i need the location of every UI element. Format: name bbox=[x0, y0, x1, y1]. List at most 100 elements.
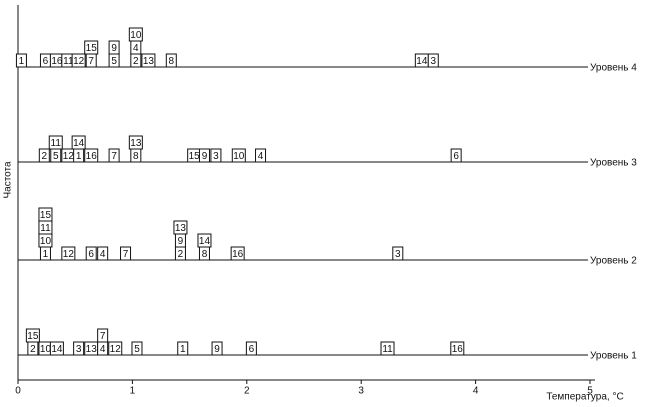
sample-label: 12 bbox=[73, 56, 85, 67]
sample-box bbox=[84, 40, 99, 55]
sample-box bbox=[255, 148, 267, 163]
sample-box bbox=[84, 148, 99, 163]
level-label: Уровень 4 bbox=[590, 63, 637, 74]
level-label: Уровень 2 bbox=[590, 256, 637, 267]
sample-box bbox=[450, 341, 465, 356]
sample-label: 4 bbox=[100, 249, 106, 260]
sample-label: 7 bbox=[111, 151, 117, 162]
sample-label: 7 bbox=[123, 249, 129, 260]
sample-box bbox=[120, 246, 132, 261]
sample-box bbox=[230, 246, 245, 261]
sample-label: 12 bbox=[110, 344, 122, 355]
sample-label: 4 bbox=[100, 344, 106, 355]
sample-label: 7 bbox=[100, 331, 106, 342]
sample-box bbox=[38, 148, 50, 163]
sample-label: 2 bbox=[133, 56, 139, 67]
sample-box bbox=[85, 246, 97, 261]
sample-label: 1 bbox=[19, 56, 25, 67]
sample-box bbox=[198, 148, 210, 163]
sample-box bbox=[97, 246, 109, 261]
sample-label: 11 bbox=[40, 223, 51, 234]
sample-label: 10 bbox=[40, 236, 52, 247]
level-label: Уровень 3 bbox=[590, 158, 637, 169]
sample-box bbox=[49, 341, 64, 356]
sample-label: 6 bbox=[249, 344, 255, 355]
sample-label: 9 bbox=[178, 236, 184, 247]
sample-label: 15 bbox=[189, 151, 201, 162]
sample-label: 15 bbox=[27, 331, 39, 342]
sample-label: 2 bbox=[178, 249, 184, 260]
sample-box bbox=[71, 135, 86, 150]
sample-box bbox=[73, 341, 85, 356]
sample-label: 6 bbox=[453, 151, 459, 162]
x-tick-label: 1 bbox=[130, 386, 136, 397]
sample-label: 3 bbox=[395, 249, 401, 260]
sample-label: 6 bbox=[43, 56, 49, 67]
x-tick-label: 5 bbox=[587, 386, 593, 397]
sample-label: 12 bbox=[63, 151, 75, 162]
sample-label: 11 bbox=[63, 56, 74, 67]
x-tick-label: 0 bbox=[15, 386, 21, 397]
sample-box bbox=[210, 148, 222, 163]
sample-label: 12 bbox=[63, 249, 75, 260]
sample-label: 2 bbox=[42, 151, 48, 162]
sample-box bbox=[15, 53, 27, 68]
sample-label: 10 bbox=[130, 30, 142, 41]
sample-label: 15 bbox=[40, 210, 52, 221]
sample-label: 9 bbox=[214, 344, 220, 355]
sample-box bbox=[48, 135, 63, 150]
sample-box bbox=[231, 148, 246, 163]
sample-label: 14 bbox=[73, 138, 85, 149]
sample-label: 3 bbox=[76, 344, 82, 355]
sample-label: 1 bbox=[43, 249, 49, 260]
sample-label: 11 bbox=[382, 344, 393, 355]
sample-box bbox=[450, 148, 462, 163]
x-tick-label: 2 bbox=[244, 386, 250, 397]
sample-label: 11 bbox=[51, 138, 62, 149]
sample-label: 1 bbox=[76, 151, 82, 162]
sample-label: 16 bbox=[452, 344, 464, 355]
sample-label: 5 bbox=[134, 344, 140, 355]
sample-label: 9 bbox=[111, 43, 117, 54]
sample-label: 14 bbox=[51, 344, 63, 355]
sample-box bbox=[141, 53, 156, 68]
sample-label: 10 bbox=[233, 151, 245, 162]
sample-box bbox=[128, 27, 143, 42]
x-tick-label: 4 bbox=[473, 386, 479, 397]
sample-label: 9 bbox=[202, 151, 208, 162]
sample-box bbox=[427, 53, 439, 68]
sample-label: 7 bbox=[88, 56, 94, 67]
sample-box bbox=[197, 233, 212, 248]
sample-label: 13 bbox=[86, 344, 98, 355]
sample-label: 8 bbox=[169, 56, 175, 67]
sample-box bbox=[165, 53, 177, 68]
sample-label: 14 bbox=[199, 236, 211, 247]
sample-label: 16 bbox=[51, 56, 63, 67]
sample-label: 4 bbox=[258, 151, 264, 162]
sample-box bbox=[71, 53, 86, 68]
sample-box bbox=[380, 341, 395, 356]
sample-label: 16 bbox=[232, 249, 244, 260]
x-tick-label: 3 bbox=[358, 386, 364, 397]
sample-label: 8 bbox=[202, 249, 208, 260]
sample-box bbox=[108, 341, 123, 356]
y-axis-label: Частота bbox=[3, 161, 14, 199]
sample-box bbox=[61, 246, 76, 261]
sample-box bbox=[108, 40, 120, 55]
sample-box bbox=[108, 148, 120, 163]
sample-label: 16 bbox=[86, 151, 98, 162]
sample-box bbox=[245, 341, 257, 356]
sample-box bbox=[25, 328, 40, 343]
sample-box bbox=[128, 135, 143, 150]
level-label: Уровень 1 bbox=[590, 351, 637, 362]
sample-box bbox=[173, 220, 188, 235]
sample-box bbox=[177, 341, 189, 356]
sample-label: 6 bbox=[88, 249, 94, 260]
sample-label: 2 bbox=[30, 344, 36, 355]
sample-label: 1 bbox=[180, 344, 186, 355]
sample-label: 14 bbox=[416, 56, 428, 67]
sample-label: 15 bbox=[86, 43, 98, 54]
sample-label: 4 bbox=[133, 43, 139, 54]
sample-box bbox=[131, 341, 143, 356]
sample-label: 13 bbox=[143, 56, 155, 67]
